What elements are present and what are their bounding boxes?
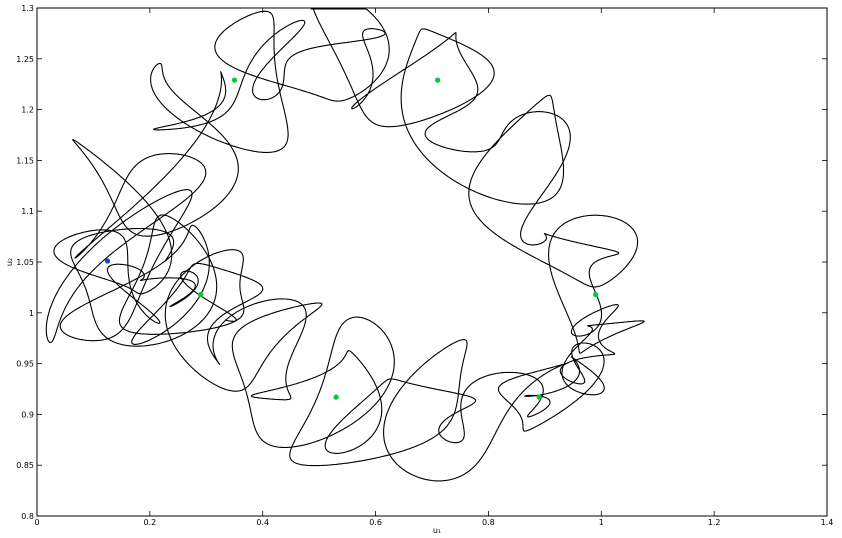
y-tick-label: 0.85	[16, 461, 34, 470]
y-tick-label: 1.05	[16, 258, 34, 267]
x-tick-label: 1.4	[821, 518, 834, 527]
fixed-point	[537, 395, 542, 400]
y-tick-label: 1.3	[21, 4, 34, 13]
x-axis-label: u₁	[433, 526, 441, 535]
fixed-point	[333, 395, 338, 400]
x-tick-label: 0.8	[482, 518, 495, 527]
fixed-point	[593, 292, 598, 297]
y-tick-label: 1.15	[16, 156, 34, 165]
x-tick-label: 1	[599, 518, 604, 527]
y-tick-label: 0.9	[21, 410, 34, 419]
y-tick-label: 1	[29, 309, 34, 318]
x-tick-label: 0.6	[369, 518, 382, 527]
x-tick-label: 0	[34, 518, 39, 527]
x-tick-label: 0.2	[143, 518, 156, 527]
fixed-point	[198, 292, 203, 297]
start-point	[105, 258, 110, 263]
fixed-point	[435, 78, 440, 83]
y-axis-label: u₂	[5, 258, 14, 266]
y-tick-label: 1.2	[21, 106, 34, 115]
y-tick-label: 1.1	[21, 207, 34, 216]
fixed-point	[232, 78, 237, 83]
y-tick-label: 1.25	[16, 55, 34, 64]
x-tick-label: 0.4	[256, 518, 269, 527]
y-tick-label: 0.95	[16, 360, 34, 369]
x-tick-label: 1.2	[708, 518, 721, 527]
y-tick-label: 0.8	[21, 512, 34, 521]
